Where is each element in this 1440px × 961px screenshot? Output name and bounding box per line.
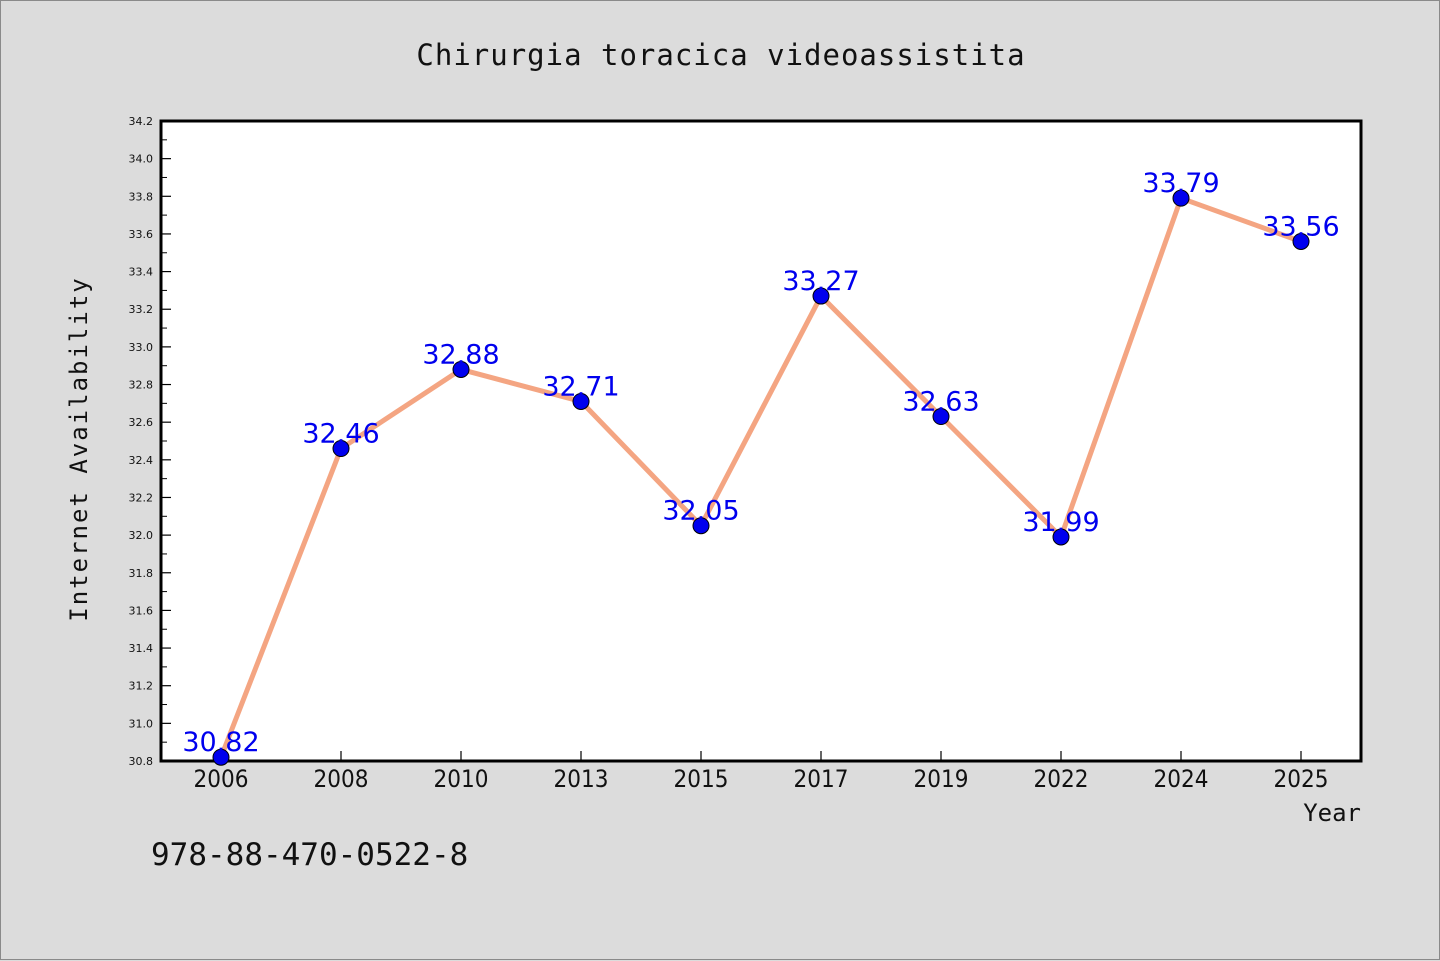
data-label: 32.88: [422, 339, 499, 370]
plot-area: [159, 119, 1363, 763]
y-tick-label: 32.0: [129, 529, 154, 542]
data-point: [932, 408, 950, 426]
data-label: 33.56: [1262, 211, 1339, 242]
chart-title: Chirurgia toracica videoassistita: [416, 38, 1025, 72]
y-tick-label: 32.4: [129, 454, 154, 467]
y-tick-label: 34.2: [129, 115, 154, 128]
y-tick-label: 33.2: [129, 303, 154, 316]
data-label: 32.05: [662, 496, 739, 527]
x-tick-label: 2025: [1274, 765, 1329, 793]
y-tick-label: 31.4: [129, 642, 154, 655]
data-point: [1292, 232, 1310, 250]
y-tick-label: 31.8: [129, 567, 154, 580]
y-tick-label: 30.8: [129, 755, 154, 768]
data-point: [812, 287, 830, 305]
series-line: [218, 195, 1302, 759]
y-tick-label: 33.4: [129, 266, 154, 279]
data-label: 32.63: [902, 387, 979, 418]
y-tick-label: 33.0: [129, 341, 154, 354]
data-label: 33.79: [1142, 168, 1219, 199]
x-tick-label: 2010: [434, 765, 489, 793]
y-tick-label: 34.0: [129, 153, 154, 166]
data-label: 32.46: [302, 419, 379, 450]
x-tick-label: 2008: [314, 765, 369, 793]
y-tick-label: 32.6: [129, 416, 154, 429]
y-axis: 30.8 31.0 31.2 31.4 31.6 31.8 32.0 32.2 32.4 32.6…: [129, 115, 171, 768]
y-axis-label: Internet Availability: [65, 276, 93, 621]
data-labels: 30.82 32.46 32.88 32.71 32.05 33.27 32.63 31.99…: [182, 168, 1339, 758]
data-point: [452, 360, 470, 378]
y-tick-label: 33.8: [129, 190, 154, 203]
y-tick-label: 31.2: [129, 680, 154, 693]
data-point: [572, 392, 590, 410]
data-label: 32.71: [542, 371, 619, 402]
x-tick-label: 2024: [1154, 765, 1209, 793]
x-tick-label: 2017: [794, 765, 849, 793]
x-axis: 2006 2008 2010 2013 2015 2017 2019 2022 2024 2025: [194, 751, 1329, 793]
data-point: [212, 748, 230, 766]
data-point: [1052, 528, 1070, 546]
x-tick-label: 2013: [554, 765, 609, 793]
data-point: [332, 440, 350, 458]
x-tick-label: 2019: [914, 765, 969, 793]
x-tick-label: 2022: [1034, 765, 1089, 793]
data-label: 30.82: [182, 727, 259, 758]
y-tick-label: 32.8: [129, 379, 154, 392]
x-axis-label: Year: [1303, 799, 1361, 827]
y-tick-label: 31.0: [129, 717, 154, 730]
data-point: [1172, 189, 1190, 207]
y-tick-label: 33.6: [129, 228, 154, 241]
x-tick-label: 2006: [194, 765, 249, 793]
y-tick-label: 31.6: [129, 604, 154, 617]
y-tick-label: 32.2: [129, 491, 154, 504]
x-tick-label: 2015: [674, 765, 729, 793]
data-label: 31.99: [1022, 507, 1099, 538]
isbn-text: 978-88-470-0522-8: [151, 837, 468, 873]
data-point: [692, 517, 710, 535]
series-markers: [212, 189, 1310, 766]
data-label: 33.27: [782, 266, 859, 297]
